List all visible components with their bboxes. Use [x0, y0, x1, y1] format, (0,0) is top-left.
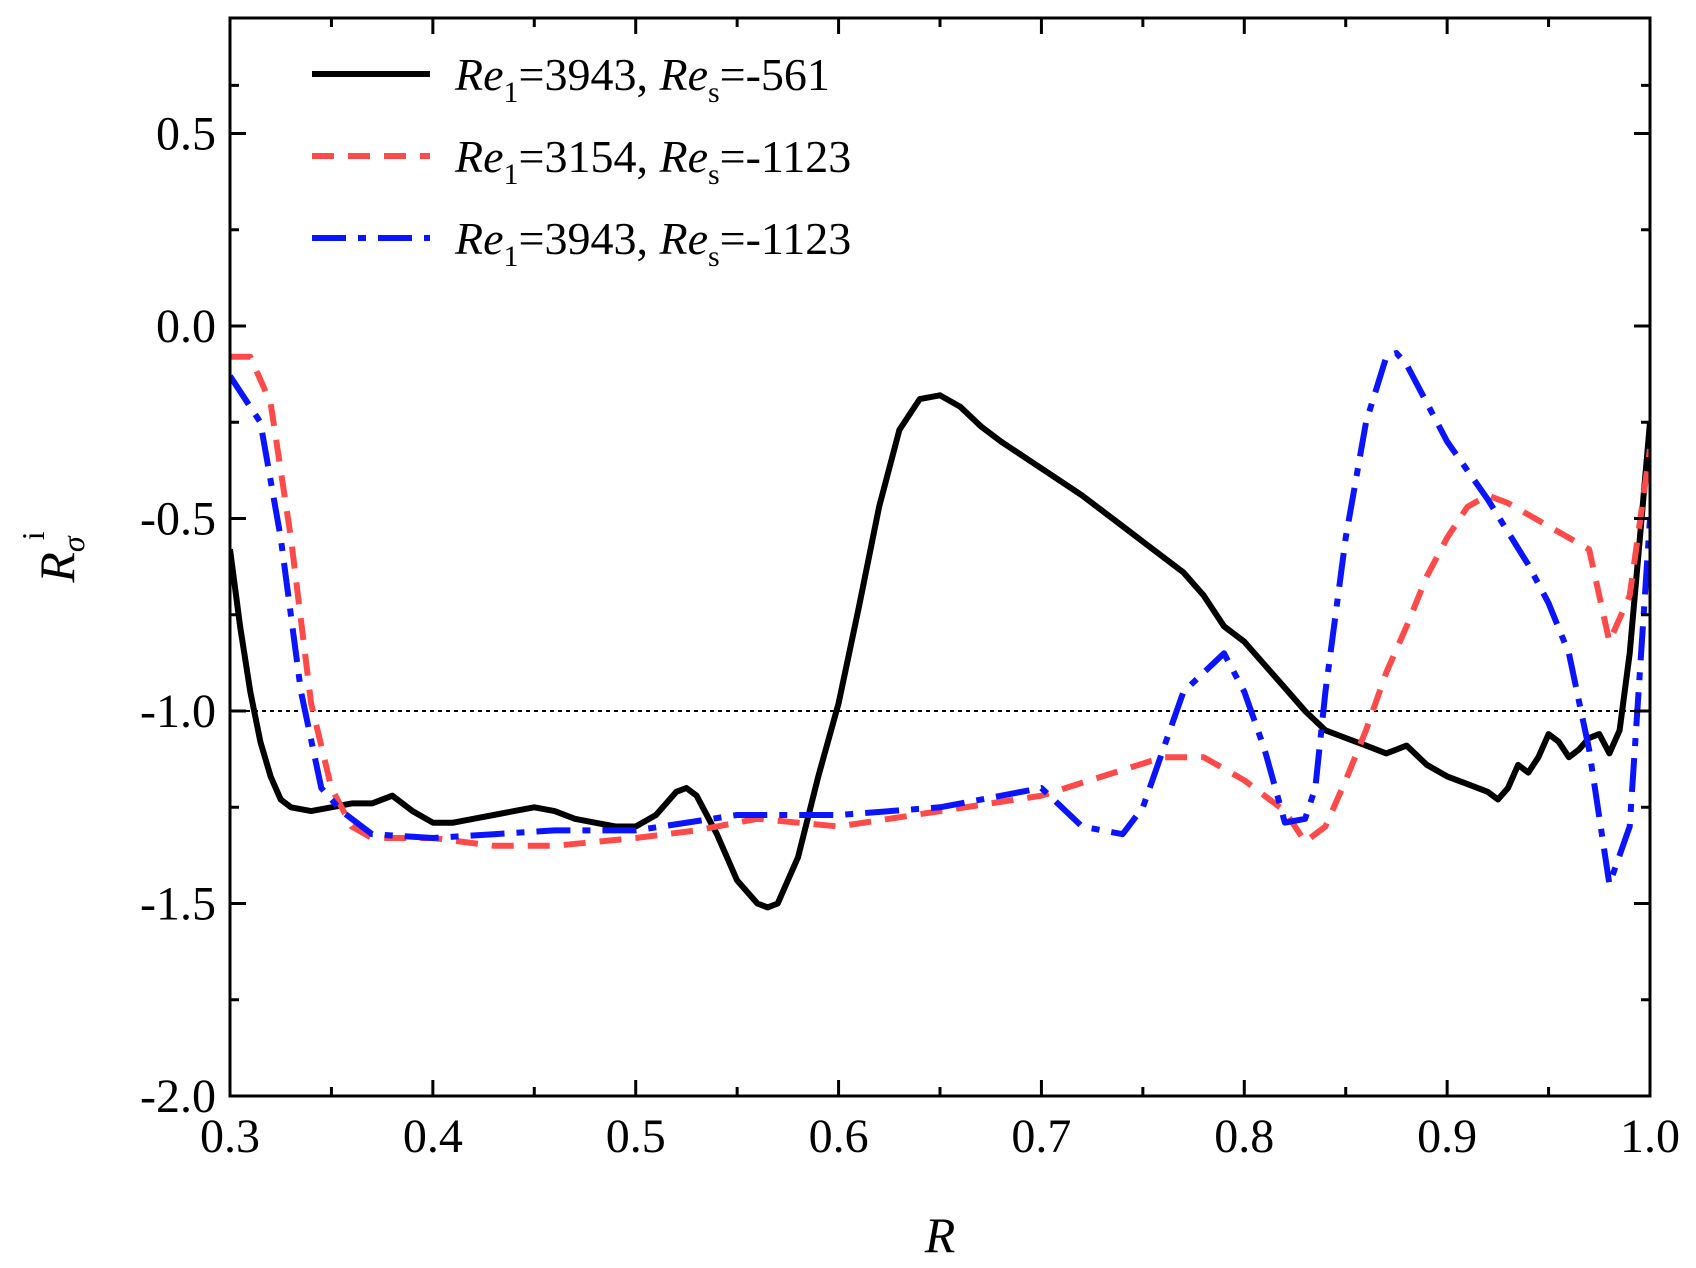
- y-tick-label: -1.0: [140, 685, 216, 738]
- x-axis-title: R: [924, 1207, 956, 1263]
- x-tick-label: 0.9: [1417, 1110, 1477, 1163]
- x-tick-label: 0.8: [1214, 1110, 1274, 1163]
- x-tick-label: 0.4: [403, 1110, 463, 1163]
- y-tick-label: 0.0: [156, 300, 216, 353]
- x-tick-label: 0.6: [809, 1110, 869, 1163]
- y-axis-title-sup: i: [15, 531, 51, 540]
- series-line-3: [230, 350, 1650, 888]
- x-tick-label: 0.3: [200, 1110, 260, 1163]
- x-tick-label: 0.5: [606, 1110, 666, 1163]
- legend: Re1=3943, Res=-561 Re1=3154, Res=-1123 Re1…: [312, 49, 851, 273]
- y-axis-title-main: R: [29, 552, 85, 584]
- y-tick-label: 0.5: [156, 108, 216, 161]
- series-line-2: [230, 353, 1650, 849]
- legend-label-3: Re1=3943, Res=-1123: [454, 213, 851, 273]
- y-tick-label: -1.5: [140, 878, 216, 931]
- y-axis-title-sub: σ: [55, 535, 91, 552]
- y-axis-title: Rσi: [15, 531, 91, 583]
- series-line-1: [230, 392, 1650, 911]
- x-tick-label: 0.7: [1011, 1110, 1071, 1163]
- x-tick-label: 1.0: [1620, 1110, 1680, 1163]
- legend-label-2: Re1=3154, Res=-1123: [454, 131, 851, 191]
- legend-label-1: Re1=3943, Res=-561: [454, 49, 830, 109]
- y-tick-label: -0.5: [140, 493, 216, 546]
- y-tick-label: -2.0: [140, 1070, 216, 1123]
